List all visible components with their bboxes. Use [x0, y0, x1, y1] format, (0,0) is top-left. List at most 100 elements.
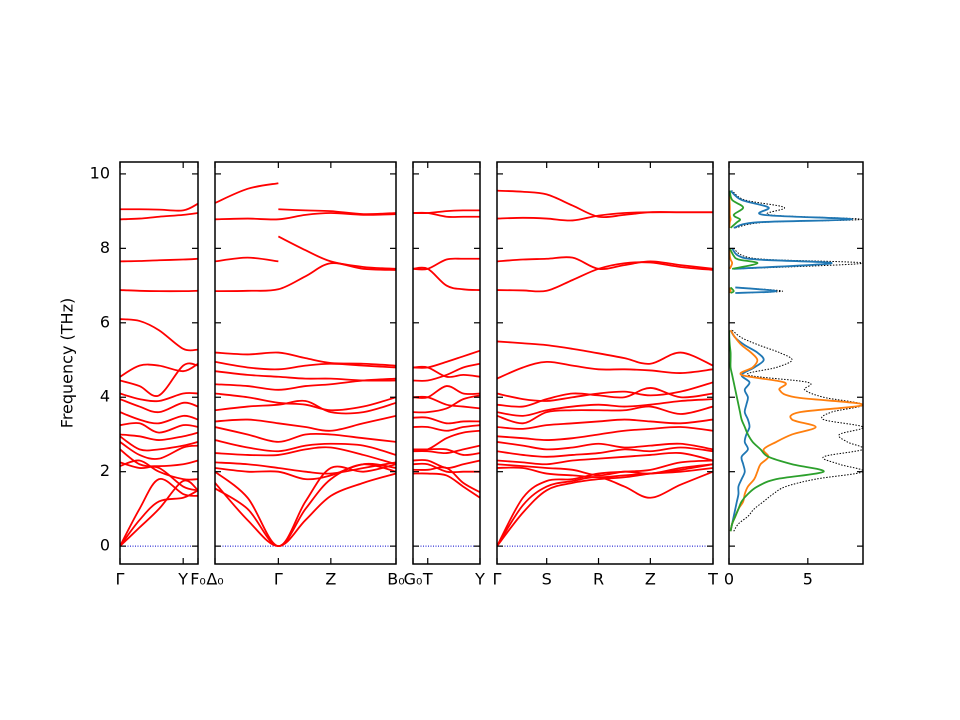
band-line [497, 189, 713, 219]
plot-area [729, 189, 863, 532]
x-tick-label: Γ [493, 570, 502, 589]
band-line [497, 360, 713, 380]
dos-line [731, 190, 863, 532]
band-line [120, 435, 198, 452]
band-line [413, 444, 480, 454]
x-tick-label: T [422, 570, 433, 589]
x-tick-label: R [593, 570, 604, 589]
band-line [413, 416, 480, 425]
band-line [497, 441, 713, 451]
band-line [413, 395, 480, 410]
band-line [413, 349, 480, 369]
band-line [215, 351, 396, 367]
y-tick-label: 4 [100, 387, 110, 406]
band-line [120, 362, 198, 397]
y-tick-label: 10 [90, 163, 110, 182]
band-line [413, 462, 480, 474]
band-line [413, 448, 480, 456]
band-line [215, 399, 396, 415]
y-tick-label: 6 [100, 312, 110, 331]
panel: Δ₀ Γ Z B₀ [206, 161, 405, 589]
band-line [497, 470, 713, 547]
band-line [215, 262, 396, 293]
band-line [120, 461, 198, 492]
x-tick-label: 5 [803, 570, 813, 589]
band-line [120, 422, 198, 434]
band-line [120, 212, 198, 221]
frame [214, 161, 397, 565]
plot-area [120, 202, 198, 547]
band-line [120, 411, 198, 425]
dos-line [729, 190, 825, 532]
band-line [120, 459, 198, 481]
band-line [215, 414, 396, 432]
band-line [497, 451, 713, 466]
x-tick-label: F₀ [190, 570, 206, 589]
dos-line [729, 189, 853, 532]
band-line [413, 472, 480, 499]
frame [496, 161, 714, 565]
band-line [278, 208, 396, 216]
band-line [215, 463, 396, 548]
y-tick-label: 0 [100, 536, 110, 555]
band-line [120, 289, 198, 293]
band-line [215, 439, 396, 456]
panel: 0 2 4 6 8 10 Γ Y F₀ Frequency (THz) [58, 161, 206, 589]
y-tick-label: 2 [100, 461, 110, 480]
x-tick-label: G₀ [404, 570, 423, 589]
frame [119, 161, 199, 565]
x-tick-label: S [542, 570, 552, 589]
band-line [497, 340, 713, 367]
band-line [120, 318, 198, 352]
band-line [215, 446, 396, 466]
band-line [215, 461, 396, 475]
band-line [497, 211, 713, 222]
y-tick-label: 8 [100, 238, 110, 257]
band-line [215, 377, 396, 391]
band-line [497, 387, 713, 408]
band-line [120, 362, 198, 378]
y-axis-label: Frequency (THz) [58, 298, 77, 428]
band-line [120, 489, 198, 547]
band-line [497, 463, 713, 547]
band-line [215, 360, 396, 371]
band-line [413, 466, 480, 493]
band-line [413, 211, 480, 218]
band-line [215, 256, 279, 263]
x-tick-label: B₀ [387, 570, 404, 589]
frame [728, 161, 864, 565]
band-line [497, 463, 713, 477]
x-tick-label: Δ₀ [206, 570, 223, 589]
band-line [497, 398, 713, 417]
panel: G₀ T Y [404, 161, 485, 589]
band-line [497, 459, 713, 547]
plot-area [215, 182, 396, 548]
band-line [215, 462, 396, 548]
band-line [497, 418, 713, 430]
x-tick-label: Y [177, 570, 188, 589]
band-line [215, 426, 396, 443]
band-line [413, 266, 480, 291]
plot-area [413, 209, 480, 547]
dos-line [729, 190, 863, 532]
band-line [413, 385, 480, 399]
band-line [413, 424, 480, 432]
band-line [277, 235, 396, 270]
band-line [413, 365, 480, 378]
band-line [215, 472, 396, 548]
band-line [497, 261, 713, 293]
band-line [120, 479, 198, 547]
plot-area [497, 189, 713, 547]
x-tick-label: Γ [116, 570, 125, 589]
band-line [215, 182, 279, 204]
band-line [413, 362, 480, 382]
band-line [120, 202, 198, 212]
band-line [215, 392, 396, 412]
band-line [497, 446, 713, 458]
x-tick-label: Y [474, 570, 485, 589]
band-line [120, 431, 198, 441]
